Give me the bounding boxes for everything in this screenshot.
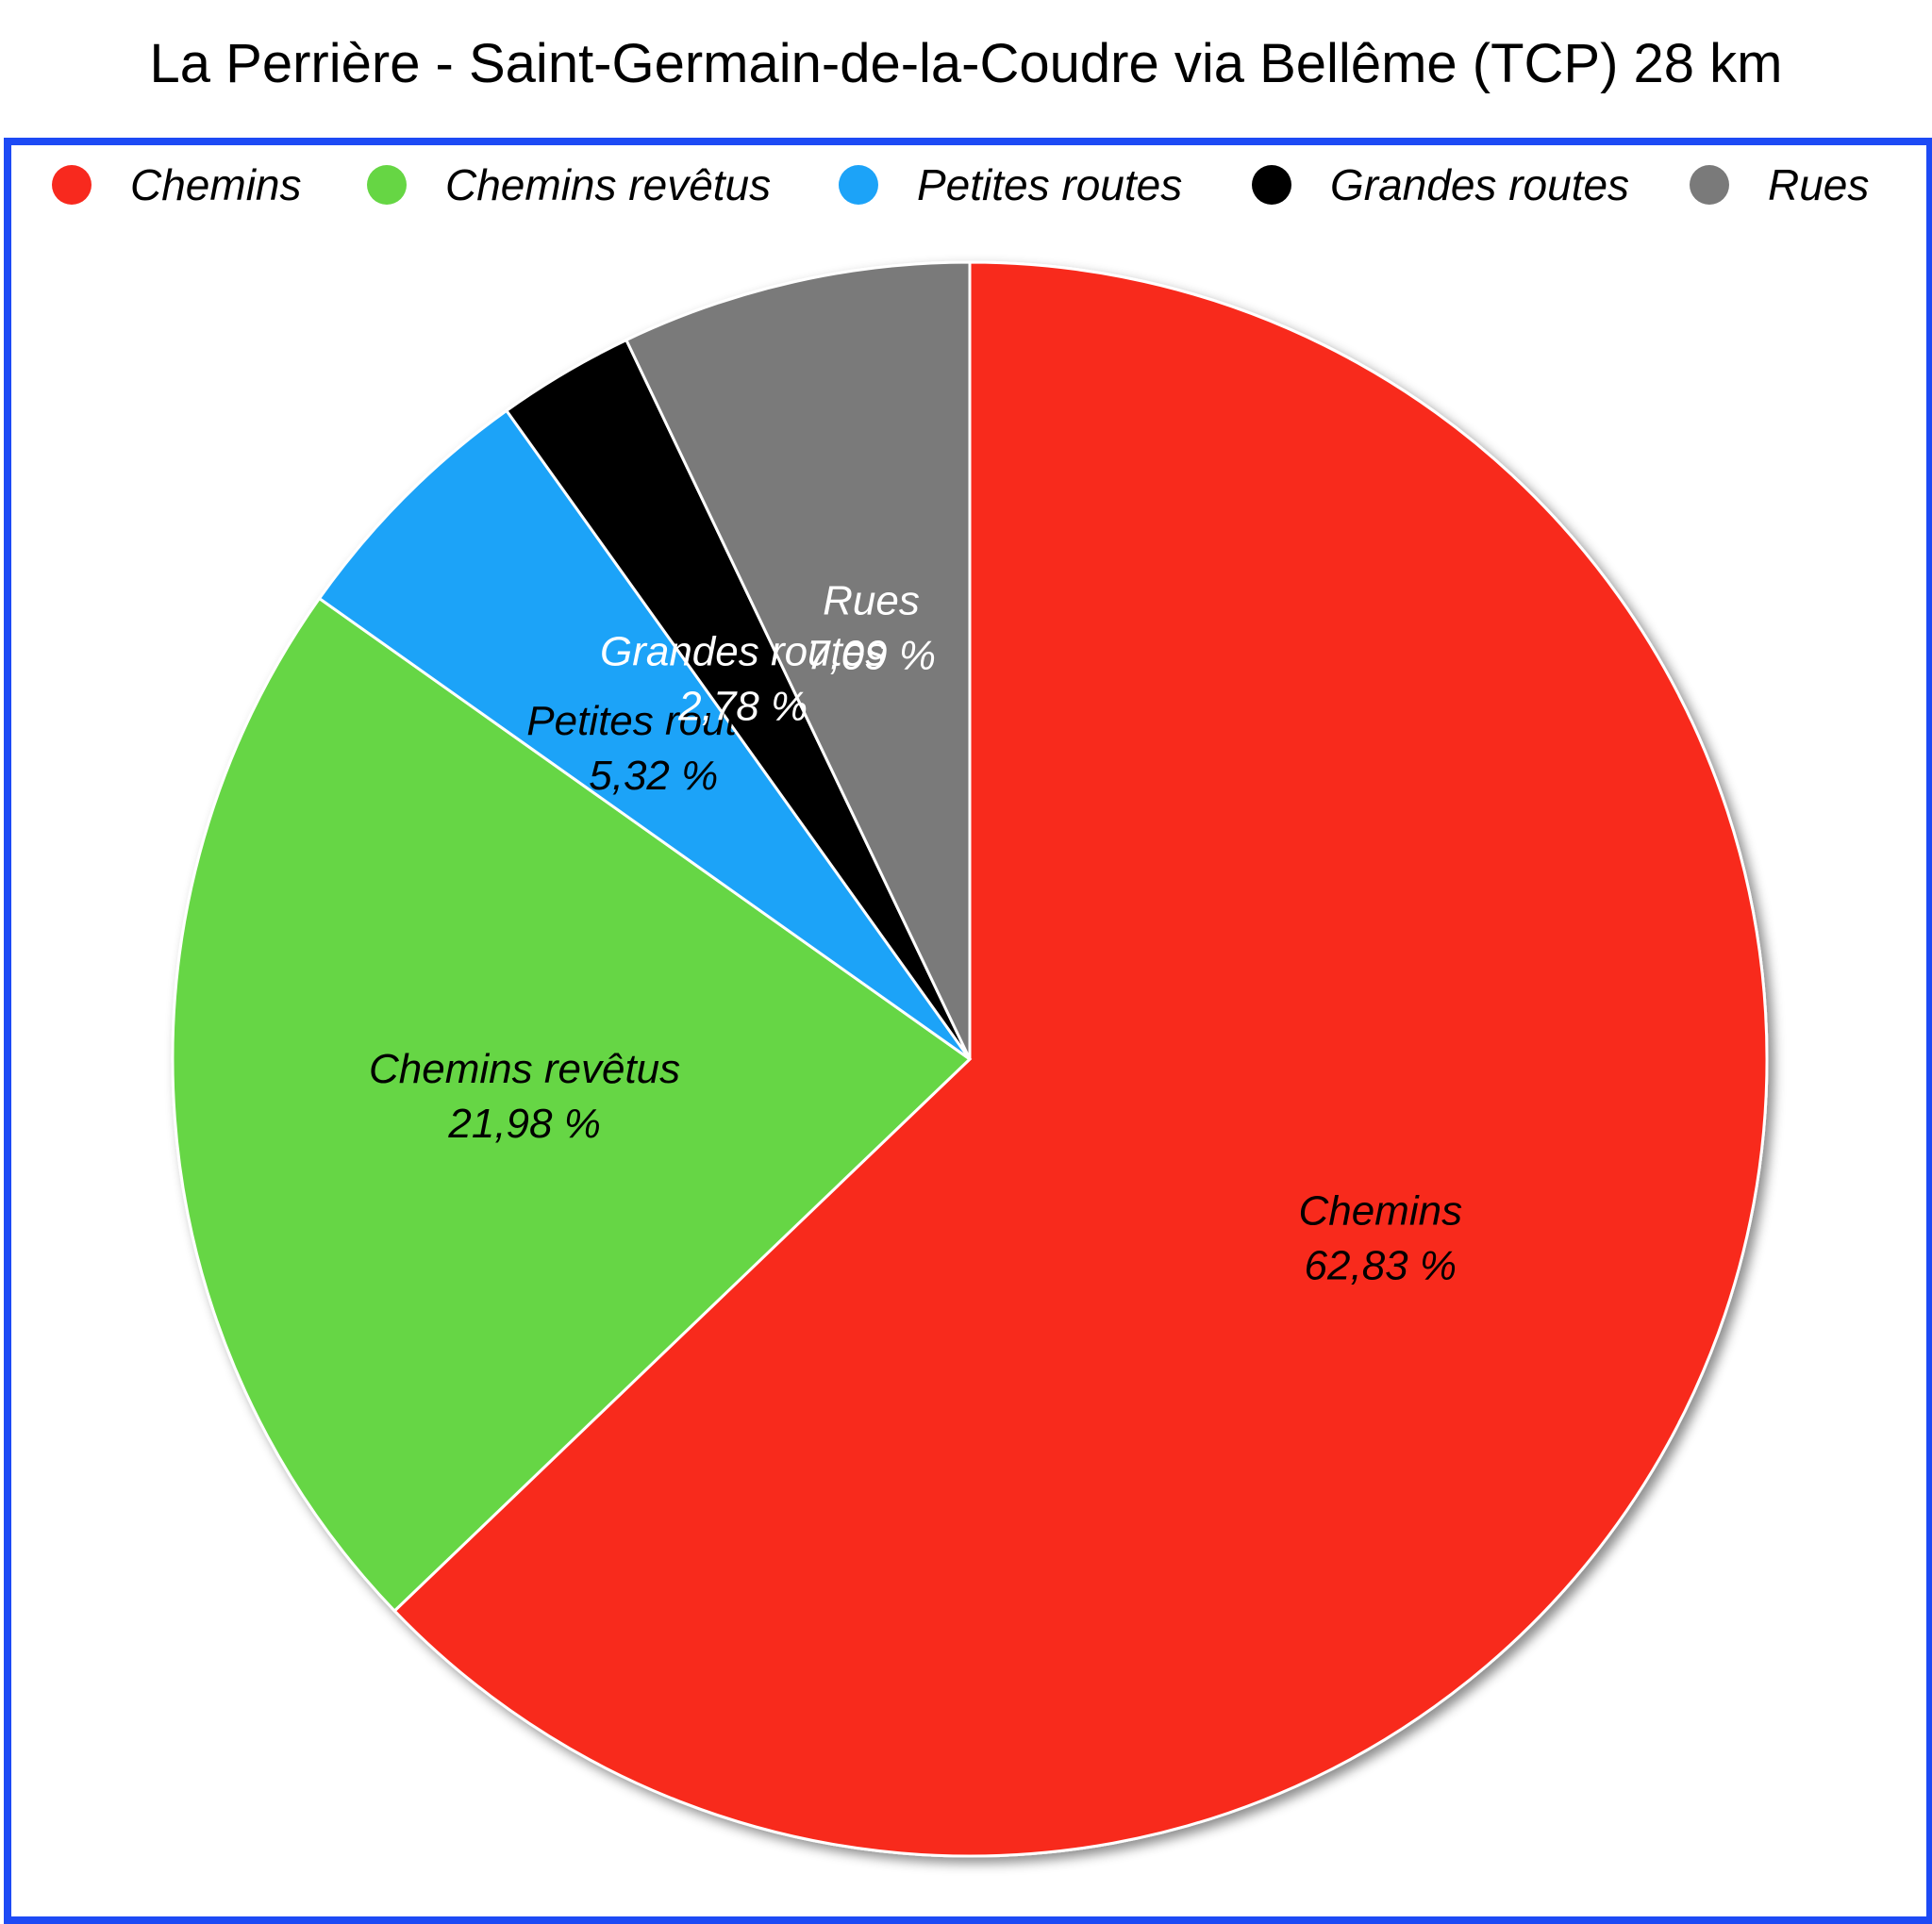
slice-label-value: 2,78 % bbox=[677, 683, 808, 729]
legend-label: Petites routes bbox=[917, 160, 1182, 209]
pie-slices bbox=[171, 260, 1769, 1858]
slice-label-name: Chemins revêtus bbox=[369, 1046, 680, 1092]
legend-swatch bbox=[1252, 165, 1291, 205]
slice-label-petites-routes: Petites routes 5,32 % bbox=[526, 698, 780, 799]
slice-label-value: 62,83 % bbox=[1305, 1243, 1457, 1289]
legend-swatch bbox=[367, 165, 407, 205]
legend-swatch bbox=[839, 165, 878, 205]
slice-label-chemins: Chemins 62,83 % bbox=[1298, 1188, 1462, 1289]
slice-label-value: 21,98 % bbox=[447, 1101, 600, 1147]
legend-swatch bbox=[52, 165, 92, 205]
pie-slice-chemins-revetus bbox=[171, 596, 973, 1614]
slice-label-chemins-revetus: Chemins revêtus 21,98 % bbox=[369, 1046, 680, 1147]
slice-label-name: Grandes routes bbox=[600, 628, 886, 674]
chart-frame: Chemins Chemins revêtus Petites routes Gran… bbox=[4, 138, 1932, 1924]
chart-title: La Perrière - Saint-Germain-de-la-Coudre… bbox=[149, 33, 1783, 94]
slice-label-value: 7,09 % bbox=[807, 632, 936, 678]
legend-label: Rues bbox=[1768, 160, 1869, 209]
slice-label-value: 5,32 % bbox=[589, 753, 718, 799]
pie-slice-chemins bbox=[392, 260, 1769, 1858]
legend: Chemins Chemins revêtus Petites routes Gran… bbox=[52, 160, 1869, 209]
legend-label: Grandes routes bbox=[1330, 160, 1629, 209]
slice-label-name: Rues bbox=[823, 577, 920, 623]
legend-item-chemins-revetus: Chemins revêtus bbox=[367, 160, 771, 209]
pie-slice-petites-routes bbox=[317, 408, 972, 1061]
legend-swatch bbox=[1690, 165, 1729, 205]
pie-slice-rues bbox=[624, 260, 972, 1060]
legend-item-chemins: Chemins bbox=[52, 160, 302, 209]
slice-label-name: Petites routes bbox=[526, 698, 780, 744]
legend-item-grandes-routes: Grandes routes bbox=[1252, 160, 1629, 209]
legend-label: Chemins bbox=[130, 160, 302, 209]
pie-chart: Chemins Chemins revêtus Petites routes Gran… bbox=[52, 160, 1869, 1858]
slice-label-name: Chemins bbox=[1298, 1188, 1462, 1235]
legend-item-rues: Rues bbox=[1690, 160, 1869, 209]
legend-label: Chemins revêtus bbox=[445, 160, 771, 209]
slice-label-rues: Rues 7,09 % bbox=[807, 577, 936, 678]
legend-item-petites-routes: Petites routes bbox=[839, 160, 1182, 209]
slice-labels: Chemins 62,83 % Chemins revêtus 21,98 % Peti… bbox=[369, 577, 1462, 1288]
slice-label-grandes-routes: Grandes routes 2,78 % bbox=[600, 628, 886, 729]
